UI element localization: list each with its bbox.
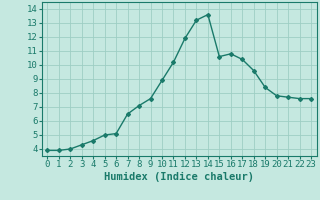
X-axis label: Humidex (Indice chaleur): Humidex (Indice chaleur)	[104, 172, 254, 182]
